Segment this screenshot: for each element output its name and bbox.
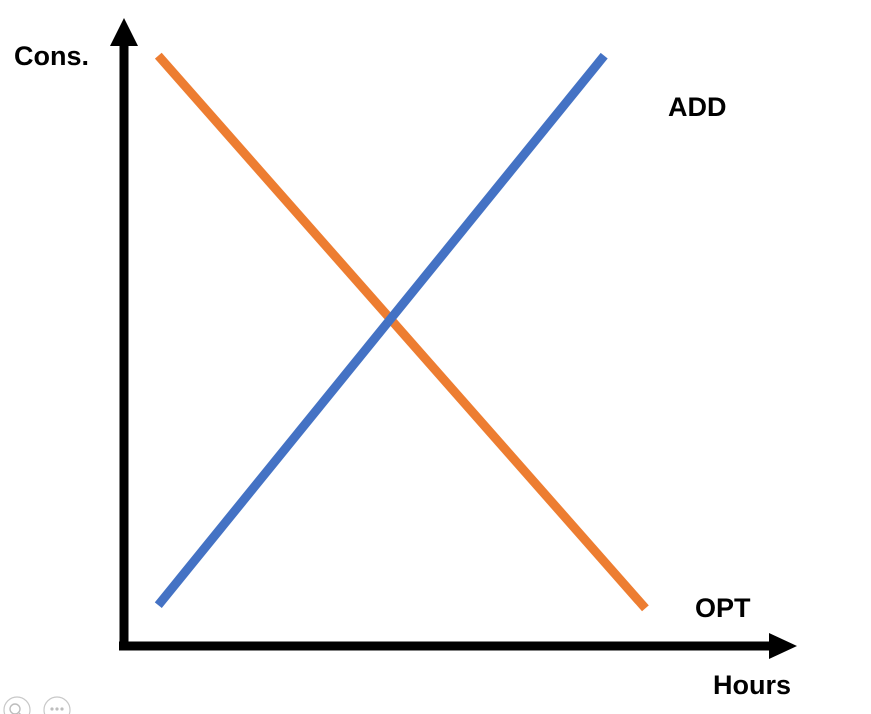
series-layer: [154, 52, 649, 612]
y-axis-arrowhead: [110, 18, 138, 46]
more-button[interactable]: [43, 696, 71, 714]
series-line-add: [154, 52, 608, 609]
zoom-button[interactable]: [3, 696, 31, 714]
ellipsis-icon: [50, 707, 64, 711]
x-axis-arrowhead: [769, 633, 797, 659]
series-label-add: ADD: [668, 92, 727, 122]
x-axis-label: Hours: [713, 670, 791, 700]
y-axis-label: Cons.: [14, 41, 89, 71]
series-line-opt: [154, 52, 649, 612]
series-label-opt: OPT: [695, 593, 751, 623]
